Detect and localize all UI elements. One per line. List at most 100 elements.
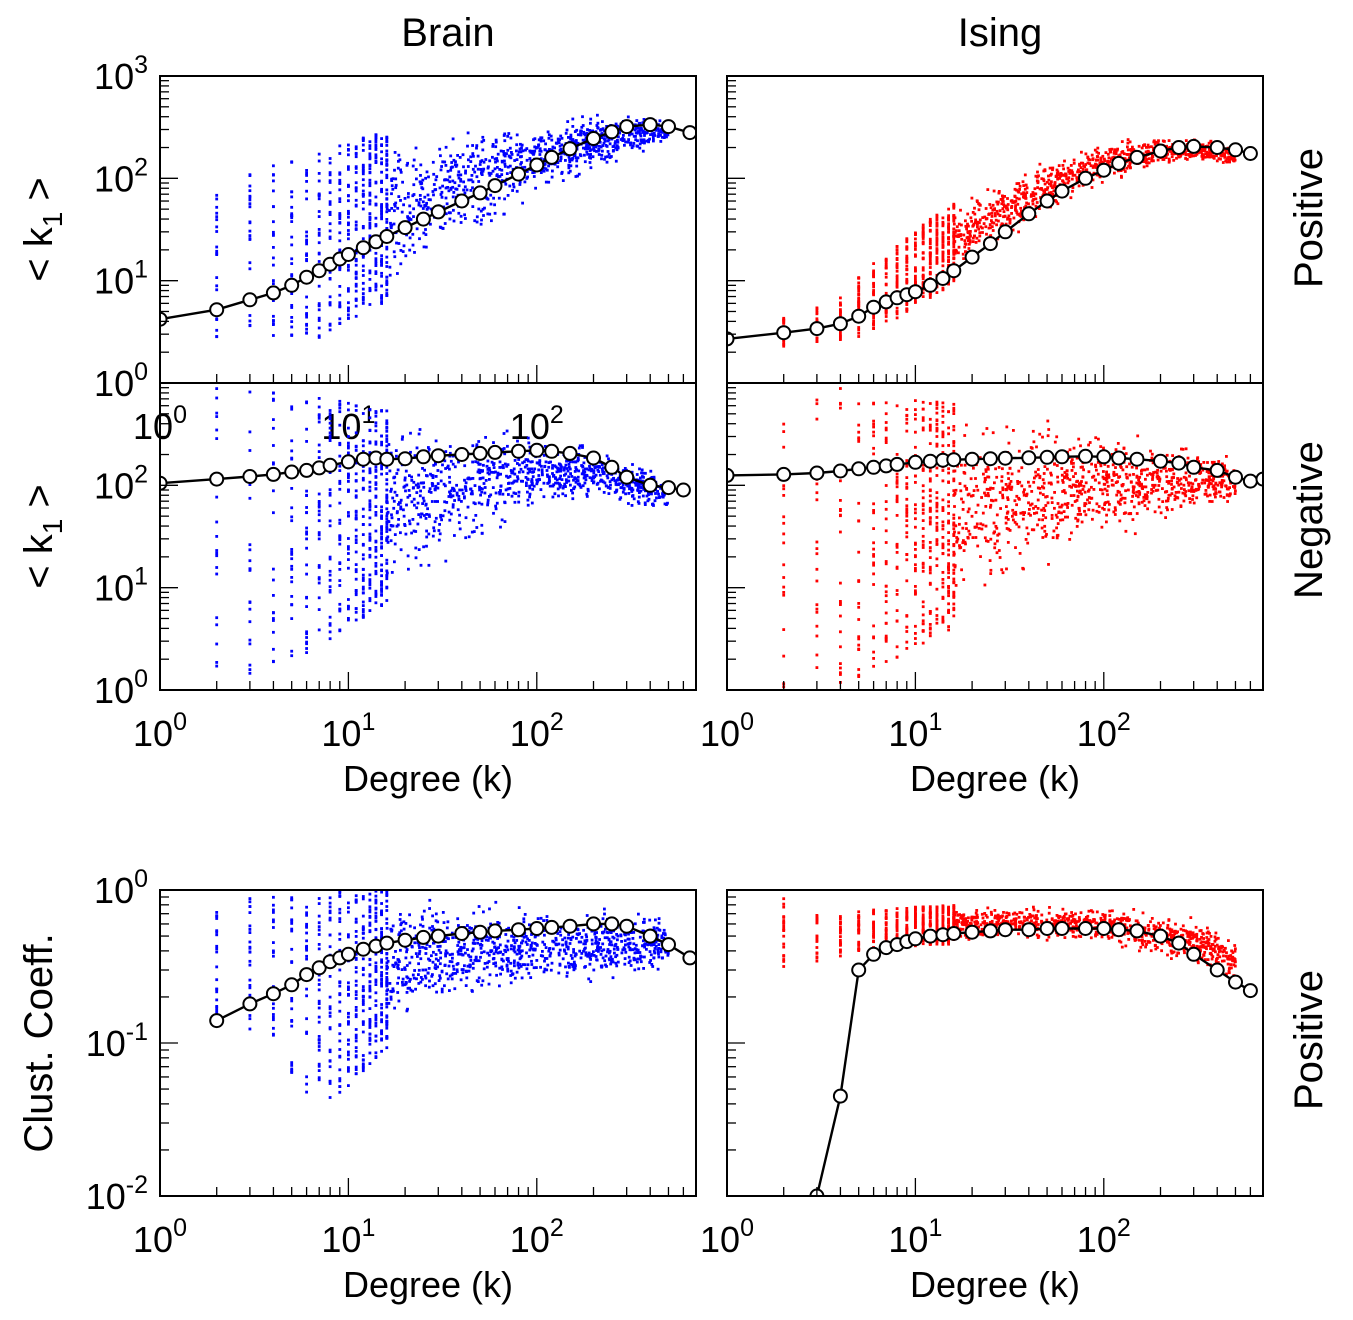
scatter-point xyxy=(617,135,620,139)
scatter-point xyxy=(347,199,350,203)
scatter-point xyxy=(488,478,491,481)
scatter-point xyxy=(905,307,909,311)
scatter-point xyxy=(391,177,395,181)
scatter-point xyxy=(456,508,460,512)
scatter-point xyxy=(464,516,468,520)
scatter-point xyxy=(380,541,383,545)
scatter-point xyxy=(989,206,993,210)
scatter-point xyxy=(521,149,525,153)
scatter-point xyxy=(405,503,408,507)
mean-point xyxy=(415,449,431,465)
mean-point xyxy=(866,299,882,315)
scatter-point xyxy=(928,549,932,553)
scatter-point xyxy=(542,481,546,485)
scatter-point xyxy=(928,494,932,498)
scatter-point xyxy=(380,187,383,191)
scatter-point xyxy=(410,479,414,482)
scatter-point xyxy=(541,168,545,172)
scatter-point xyxy=(463,485,467,488)
scatter-point xyxy=(464,217,467,220)
scatter-point xyxy=(914,525,917,529)
mean-point xyxy=(1242,146,1258,161)
scatter-point xyxy=(1045,180,1049,184)
scatter-point xyxy=(467,178,471,182)
scatter-point xyxy=(305,605,308,608)
scatter-point xyxy=(415,227,419,231)
scatter-point xyxy=(272,461,275,465)
scatter-point xyxy=(380,467,383,471)
scatter-point xyxy=(385,192,389,196)
scatter-point xyxy=(978,218,982,222)
scatter-point xyxy=(935,617,939,621)
mean-point xyxy=(809,321,825,337)
scatter-point xyxy=(272,511,275,515)
scatter-point xyxy=(872,624,875,628)
scatter-point xyxy=(872,572,875,576)
scatter-point xyxy=(368,286,372,290)
scatter-point xyxy=(380,525,383,528)
scatter-point xyxy=(571,125,575,128)
scatter-point xyxy=(1072,158,1076,162)
scatter-point xyxy=(1050,172,1053,176)
scatter-point xyxy=(619,486,623,489)
scatter-point xyxy=(338,321,342,325)
scatter-point xyxy=(921,237,925,240)
scatter-point xyxy=(1010,199,1014,202)
scatter-point xyxy=(935,243,939,247)
scatter-point xyxy=(992,221,996,225)
scatter-point xyxy=(317,450,321,453)
scatter-point xyxy=(429,222,432,226)
scatter-point xyxy=(502,212,506,216)
scatter-point xyxy=(476,470,480,474)
scatter-point xyxy=(417,485,421,489)
scatter-point xyxy=(594,473,598,477)
scatter-point xyxy=(634,135,637,138)
scatter-point xyxy=(921,277,925,281)
scatter-point xyxy=(361,613,365,617)
scatter-point xyxy=(418,428,422,431)
scatter-point xyxy=(368,573,372,577)
scatter-point xyxy=(782,494,786,497)
scatter-point xyxy=(589,121,592,125)
scatter-point xyxy=(338,152,342,155)
row-label-positive-bottom: Positive xyxy=(1287,970,1331,1110)
scatter-point xyxy=(914,567,917,570)
scatter-point xyxy=(1204,152,1207,156)
scatter-point xyxy=(941,506,945,509)
scatter-point xyxy=(452,487,456,491)
scatter-point xyxy=(477,207,481,211)
scatter-point xyxy=(515,479,519,483)
scatter-point xyxy=(914,474,917,478)
scatter-point xyxy=(471,152,475,155)
mean-point xyxy=(1054,183,1070,199)
scatter-point xyxy=(354,495,358,499)
mean-point xyxy=(454,447,470,462)
scatter-point xyxy=(1228,160,1231,164)
scatter-point xyxy=(547,476,551,480)
scatter-point xyxy=(385,288,389,292)
scatter-point xyxy=(451,503,455,507)
scatter-point xyxy=(502,134,506,137)
scatter-point xyxy=(1055,168,1059,172)
scatter-point xyxy=(466,144,469,148)
scatter-point xyxy=(1063,159,1066,163)
scatter-point xyxy=(385,537,389,541)
scatter-point xyxy=(1215,154,1218,158)
scatter-point xyxy=(317,336,321,339)
scatter-point xyxy=(954,234,958,238)
scatter-point xyxy=(839,662,842,665)
scatter-point xyxy=(1095,155,1099,158)
scatter-point xyxy=(317,608,321,611)
mean-point xyxy=(160,475,168,491)
scatter-point xyxy=(368,184,372,188)
scatter-point xyxy=(957,251,960,255)
scatter-point xyxy=(615,488,619,492)
scatter-point xyxy=(385,493,389,497)
scatter-point xyxy=(1022,196,1026,199)
scatter-point xyxy=(421,502,424,505)
scatter-point xyxy=(361,439,365,443)
scatter-point xyxy=(388,469,392,473)
scatter-point xyxy=(517,150,521,154)
scatter-point xyxy=(602,137,606,141)
scatter-point xyxy=(554,465,558,469)
